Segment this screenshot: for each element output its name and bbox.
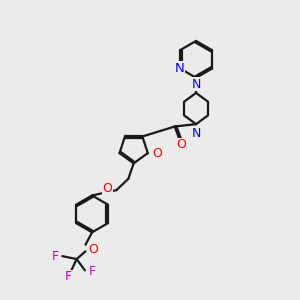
Text: F: F — [65, 270, 72, 284]
Text: O: O — [88, 243, 98, 256]
Text: N: N — [175, 62, 184, 75]
Text: O: O — [177, 138, 186, 152]
Text: N: N — [191, 127, 201, 140]
Text: O: O — [102, 182, 112, 195]
Text: F: F — [52, 250, 59, 262]
Text: F: F — [88, 266, 96, 278]
Text: O: O — [152, 147, 162, 160]
Text: N: N — [191, 78, 201, 91]
